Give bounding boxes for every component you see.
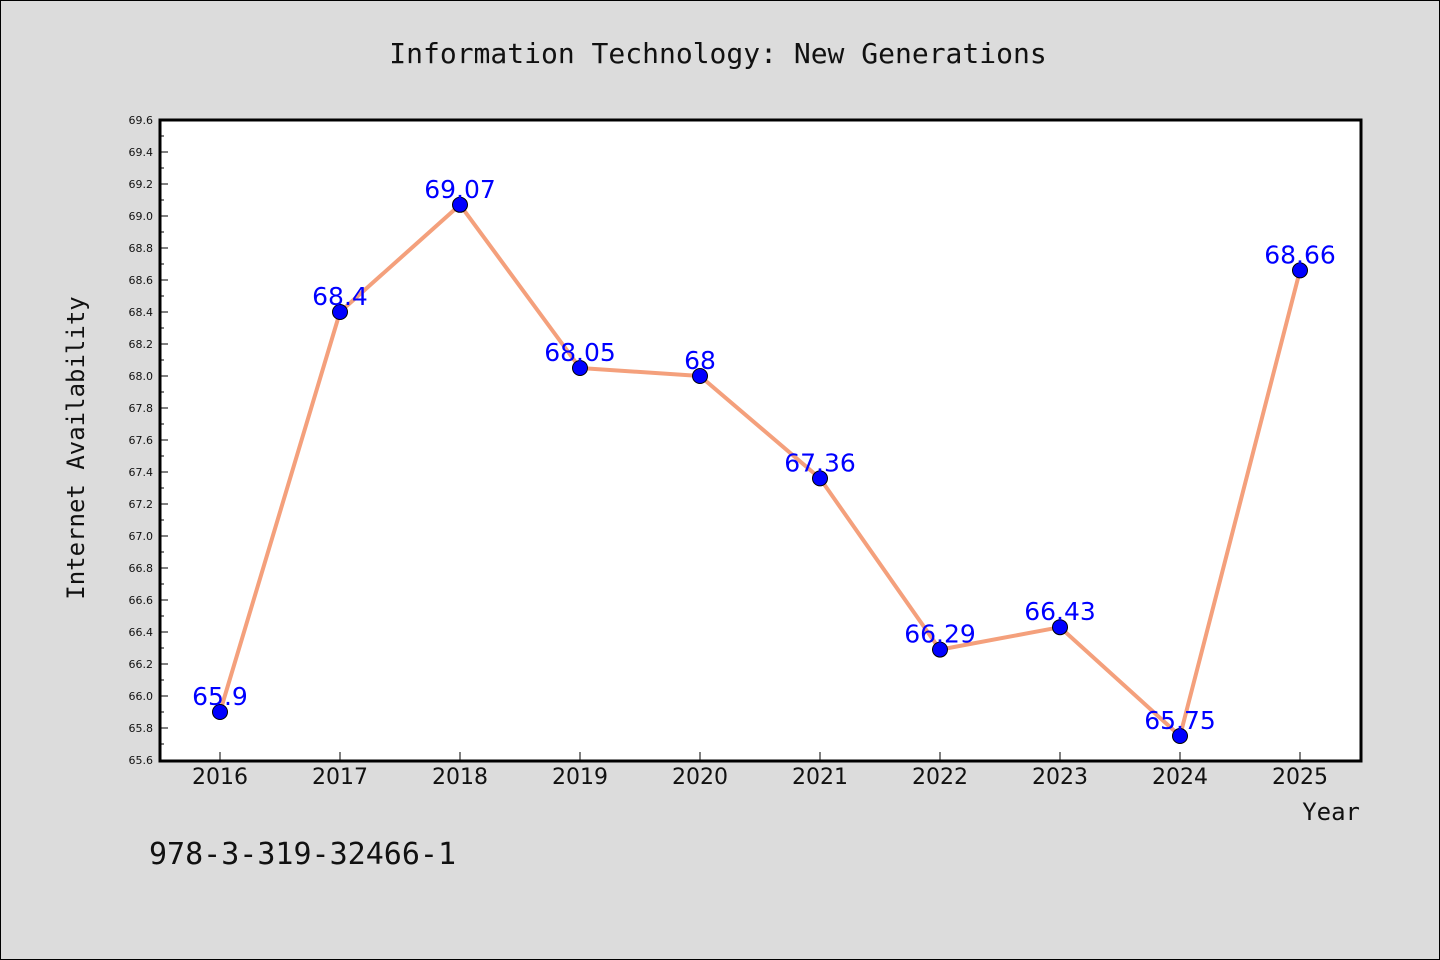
- y-tick-label: 67.8: [129, 402, 154, 415]
- y-tick-label: 67.0: [129, 530, 154, 543]
- x-tick-label: 2025: [1272, 765, 1328, 790]
- data-label: 66.29: [904, 620, 976, 649]
- y-tick-label: 67.2: [129, 498, 154, 511]
- isbn-annotation: 978-3-319-32466-1: [149, 837, 456, 872]
- data-label: 65.9: [192, 682, 248, 711]
- y-tick-label: 68.6: [129, 274, 154, 287]
- data-point: [572, 360, 588, 376]
- y-tick-label: 66.2: [129, 658, 154, 671]
- data-label: 66.43: [1024, 597, 1096, 626]
- y-tick-label: 67.6: [129, 434, 154, 447]
- plot-area: [158, 118, 1363, 763]
- x-tick-label: 2021: [792, 765, 848, 790]
- y-tick-label: 69.6: [129, 114, 154, 127]
- data-point: [1292, 262, 1308, 279]
- y-tick-label: 66.0: [129, 690, 154, 703]
- data-point: [1052, 619, 1068, 636]
- data-point: [932, 641, 948, 658]
- y-tick-label: 68.2: [129, 338, 154, 351]
- y-tick-label: 66.6: [129, 594, 154, 607]
- data-label: 68.05: [544, 338, 616, 367]
- data-point: [692, 368, 708, 384]
- y-tick-label: 66.8: [129, 562, 154, 575]
- series-line: [218, 202, 1302, 738]
- data-point: [812, 470, 828, 487]
- x-tick-label: 2017: [312, 765, 368, 790]
- x-tick-label: 2016: [192, 765, 248, 790]
- chart-title: Information Technology: New Generations: [389, 37, 1046, 70]
- y-axis-label: Internet Availability: [62, 296, 90, 599]
- data-label: 68.66: [1264, 240, 1336, 269]
- y-tick-label: 69.0: [129, 210, 154, 223]
- x-axis: 2016 2017 2018 2019 2020 2021 2022 2023 2024 2025: [192, 752, 1328, 790]
- y-tick-label: 66.4: [129, 626, 154, 639]
- x-tick-label: 2020: [672, 765, 728, 790]
- x-tick-label: 2024: [1152, 765, 1208, 790]
- data-point: [452, 196, 468, 213]
- y-tick-label: 65.6: [129, 754, 154, 767]
- y-tick-label: 69.4: [129, 146, 154, 159]
- data-label: 65.75: [1144, 706, 1216, 735]
- y-tick-label: 69.2: [129, 178, 154, 191]
- data-point: [212, 704, 228, 720]
- data-label: 67.36: [784, 448, 856, 477]
- y-tick-label: 67.4: [129, 466, 154, 479]
- y-axis: 65.6 65.8 66.0 66.2 66.4 66.6 66.8 67.0 67.2 67.4…: [129, 114, 168, 767]
- x-tick-label: 2022: [912, 765, 968, 790]
- x-tick-label: 2018: [432, 765, 488, 790]
- data-point: [1172, 728, 1188, 744]
- data-label: 68: [684, 346, 716, 375]
- data-point: [332, 304, 348, 320]
- data-label: 68.4: [312, 282, 368, 311]
- x-axis-label: Year: [1302, 798, 1360, 826]
- y-tick-label: 68.8: [129, 242, 154, 255]
- x-tick-label: 2019: [552, 765, 608, 790]
- x-tick-label: 2023: [1032, 765, 1088, 790]
- series-group: 65.9 68.4 69.07 68.05 68 67.36 66.29 66.43 65.75…: [192, 175, 1336, 744]
- y-tick-label: 68.0: [129, 370, 154, 383]
- y-tick-label: 68.4: [129, 306, 154, 319]
- data-label: 69.07: [424, 175, 496, 204]
- y-tick-label: 65.8: [129, 722, 154, 735]
